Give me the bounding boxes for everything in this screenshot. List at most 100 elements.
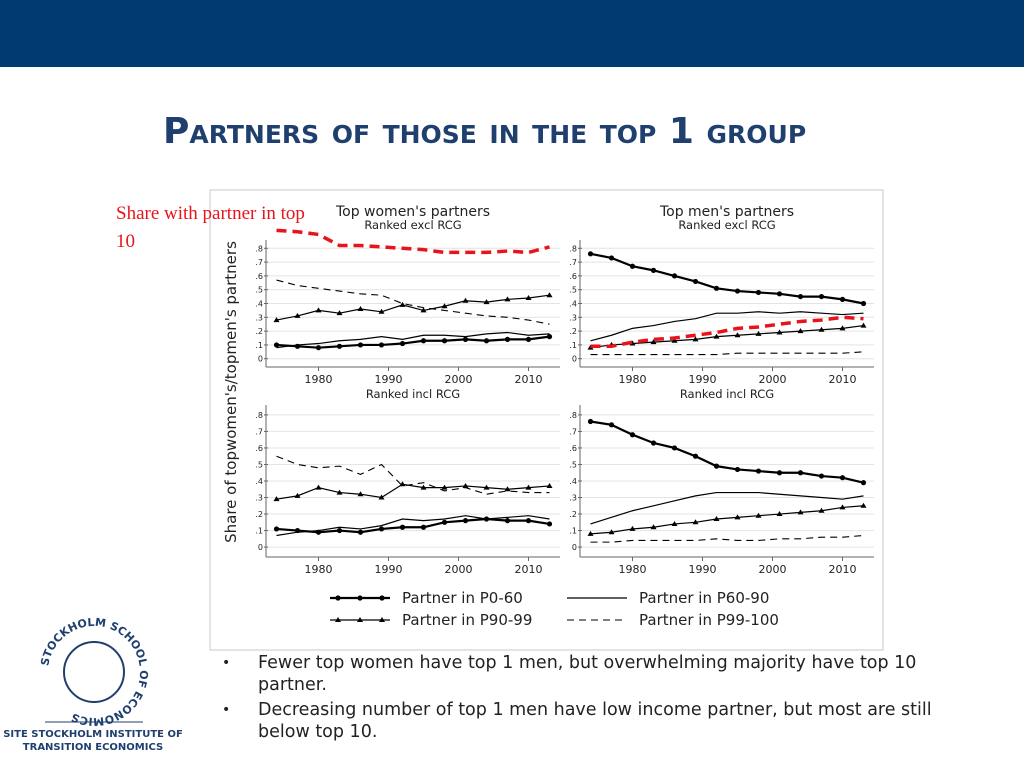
marker	[273, 317, 280, 323]
marker	[357, 342, 364, 348]
y-tick-label: .7	[569, 258, 577, 267]
panel-subtitle: Ranked excl RCG	[678, 218, 775, 232]
marker	[273, 342, 280, 348]
marker	[315, 345, 322, 351]
marker	[587, 251, 594, 257]
marker	[650, 524, 657, 530]
y-tick-label: .4	[569, 477, 577, 486]
y-tick-label: .4	[569, 300, 577, 309]
marker	[608, 422, 615, 428]
marker	[441, 303, 448, 309]
marker	[692, 278, 699, 285]
panel-title: Top men's partners	[659, 204, 794, 220]
marker	[839, 475, 846, 481]
marker	[441, 338, 448, 344]
marker	[420, 307, 427, 313]
marker	[713, 516, 720, 521]
y-tick-label: .2	[569, 510, 577, 519]
marker	[441, 519, 448, 525]
y-tick-label: .3	[255, 494, 263, 503]
y-tick-label: .4	[255, 477, 263, 486]
chart-frame	[209, 189, 884, 651]
marker	[650, 339, 657, 345]
series-line	[276, 335, 550, 349]
marker	[839, 296, 846, 302]
marker	[546, 521, 553, 527]
marker	[483, 338, 490, 344]
y-tick-label: .6	[255, 272, 263, 281]
marker	[671, 445, 678, 451]
x-tick-label: 1990	[375, 563, 403, 576]
y-tick-label: .7	[255, 258, 263, 267]
marker	[797, 328, 804, 334]
x-tick-label: 2000	[759, 373, 787, 386]
y-tick-label: .7	[569, 427, 577, 436]
legend-label: Partner in P90-99	[402, 611, 532, 629]
marker	[462, 518, 469, 524]
marker	[378, 308, 385, 314]
series-line	[590, 491, 864, 525]
legend-marker	[335, 595, 341, 601]
y-tick-label: 0	[258, 355, 263, 364]
logo-ring: STOCKHOLM SCHOOL OF ECONOMICS	[38, 616, 150, 728]
y-tick-label: .2	[255, 510, 263, 519]
x-tick-label: 1990	[689, 373, 717, 386]
marker	[525, 336, 532, 342]
x-tick-label: 1980	[619, 373, 647, 386]
x-tick-label: 2000	[445, 563, 473, 576]
marker	[525, 294, 532, 300]
marker	[713, 463, 720, 469]
series-line	[590, 252, 864, 305]
marker	[797, 470, 804, 476]
marker	[755, 512, 762, 518]
series-line	[590, 315, 864, 349]
marker	[504, 336, 511, 342]
y-tick-label: .3	[569, 494, 577, 503]
series-line	[590, 311, 864, 342]
marker	[797, 509, 804, 515]
marker	[336, 343, 343, 349]
marker	[504, 296, 511, 302]
marker	[608, 529, 615, 535]
marker	[692, 519, 699, 525]
logo-emblem	[63, 641, 125, 703]
marker	[399, 340, 406, 347]
series-line	[276, 279, 550, 325]
y-tick-label: .5	[255, 286, 263, 295]
marker	[483, 299, 490, 305]
y-tick-label: .5	[569, 286, 577, 295]
y-tick-label: 0	[572, 355, 577, 364]
marker	[336, 310, 343, 316]
marker	[839, 504, 846, 510]
series-line	[276, 483, 550, 500]
marker	[273, 496, 280, 502]
marker	[399, 301, 406, 307]
legend-marker	[379, 595, 385, 601]
y-axis-label: Share of topwomen's/topmen's partners	[222, 241, 240, 543]
marker	[692, 453, 699, 459]
y-tick-label: .2	[569, 327, 577, 336]
panel-subtitle: Ranked incl RCG	[680, 387, 774, 401]
y-tick-label: .5	[569, 460, 577, 469]
legend-marker	[357, 595, 363, 601]
x-tick-label: 1980	[305, 563, 333, 576]
series-line	[590, 420, 864, 484]
marker	[776, 329, 783, 335]
marker	[734, 332, 741, 338]
y-tick-label: .3	[569, 313, 577, 322]
marker	[315, 484, 322, 490]
marker	[734, 288, 741, 294]
marker	[671, 337, 678, 343]
marker	[755, 330, 762, 336]
y-tick-label: .2	[255, 327, 263, 336]
marker	[608, 255, 615, 261]
marker	[818, 473, 825, 479]
bullet-list: Fewer top women have top 1 men, but over…	[218, 652, 938, 746]
x-tick-label: 2010	[829, 563, 857, 576]
legend-marker	[379, 617, 385, 622]
marker	[692, 336, 699, 342]
y-tick-label: .5	[255, 460, 263, 469]
y-tick-label: .8	[255, 411, 263, 420]
